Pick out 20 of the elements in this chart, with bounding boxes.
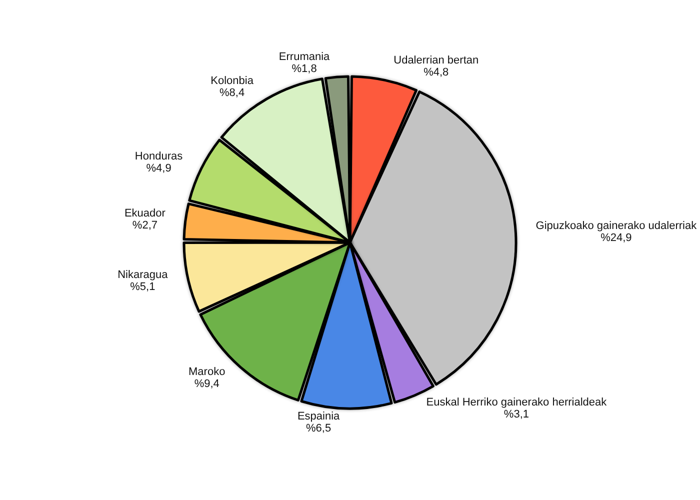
slice-label: Udalerrian bertan: [394, 54, 479, 66]
data-label: %24,9: [600, 232, 632, 244]
slice-label: Espainia: [297, 410, 341, 422]
slice-label: Ekuador: [124, 208, 166, 220]
slice-label: Honduras: [134, 150, 184, 162]
slice-label: Errumania: [278, 51, 331, 64]
slice-label: Gipuzkoako gainerako udalerriak: [536, 220, 698, 232]
data-label: %8,4: [220, 86, 245, 99]
data-label: %6,5: [306, 422, 332, 434]
data-label: %3,1: [504, 408, 530, 420]
slice-label: Euskal Herriko gainerako herrialdeak: [426, 396, 608, 408]
slice-label: Nikaragua: [118, 268, 169, 281]
data-label: %9,4: [194, 378, 220, 390]
data-label: %4,9: [146, 162, 172, 174]
data-label: %5,1: [130, 280, 156, 293]
data-label: %4,8: [424, 66, 449, 78]
slice-label: Kolonbia: [210, 74, 254, 87]
data-label: %1,8: [292, 63, 317, 76]
data-label: %2,7: [132, 220, 158, 232]
slice-label: Maroko: [188, 366, 226, 378]
